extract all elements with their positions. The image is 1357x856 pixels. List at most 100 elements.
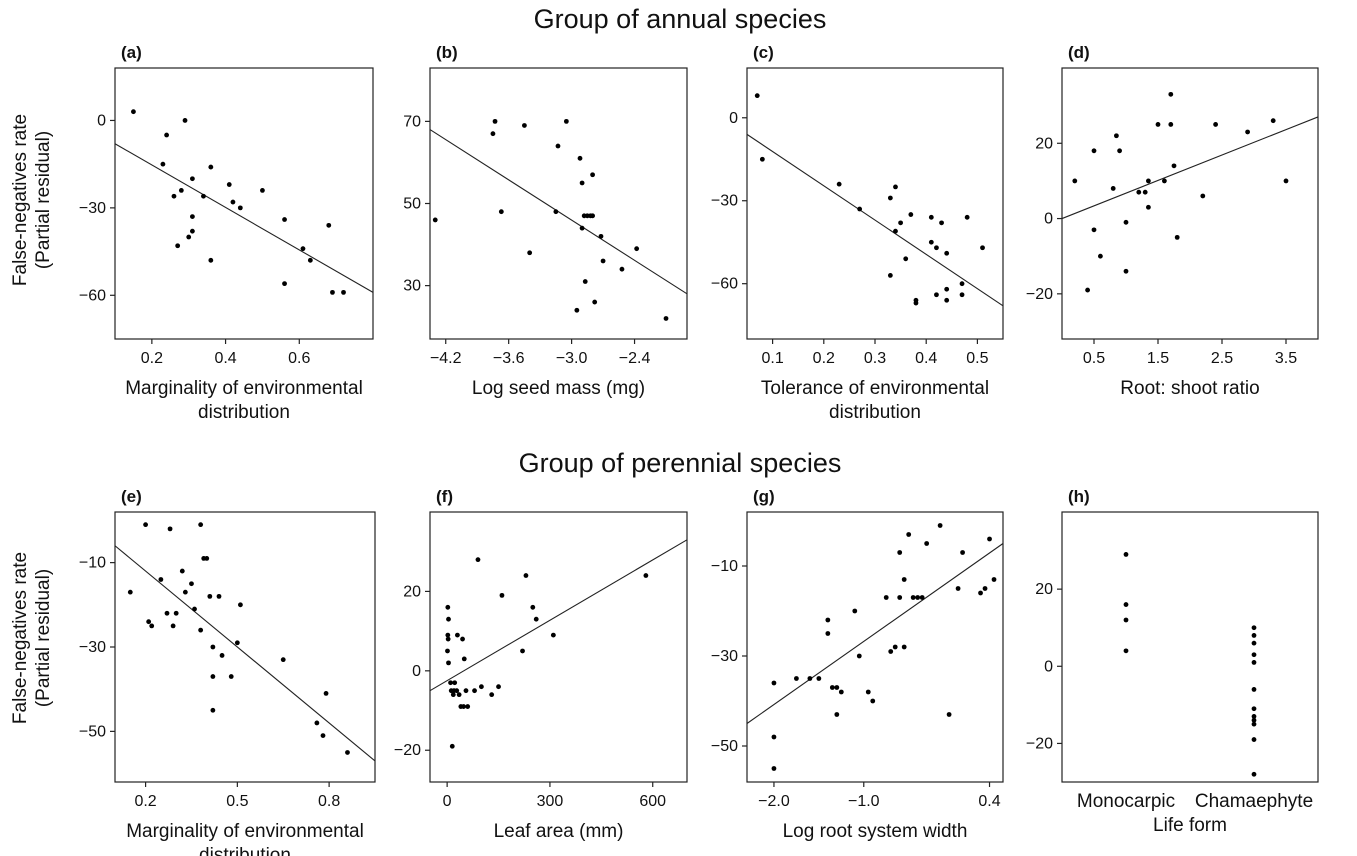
- panel-g-data-point: [772, 681, 777, 686]
- panel-b-data-point: [590, 213, 595, 218]
- panel-d-ytick-label: 0: [1044, 211, 1053, 228]
- panel-e-data-point: [210, 708, 215, 713]
- panel-a-data-point: [190, 176, 195, 181]
- panel-h-x-axis-label: Life form: [1153, 815, 1227, 836]
- panel-e-data-point: [146, 619, 151, 624]
- panel-b-data-point: [491, 131, 496, 136]
- panel-e-data-point: [198, 522, 203, 527]
- panel-g-x-axis-label: Log root system width: [783, 821, 968, 842]
- panel-e-letter: (e): [121, 487, 142, 506]
- panel-g-data-point: [866, 690, 871, 695]
- panel-c-data-point: [960, 281, 965, 286]
- panel-f-data-point: [476, 557, 481, 562]
- annual-group-title: Group of annual species: [534, 4, 827, 34]
- panel-b-data-point: [634, 246, 639, 251]
- panel-c-ytick-label: −30: [711, 193, 738, 210]
- panel-g-data-point: [902, 577, 907, 582]
- panel-d-data-point: [1146, 205, 1151, 210]
- panel-c-data-point: [980, 245, 985, 250]
- panel-d-data-point: [1162, 179, 1167, 184]
- panel-d-data-point: [1146, 179, 1151, 184]
- panel-c-data-point: [760, 157, 765, 162]
- panel-d-data-point: [1172, 163, 1177, 168]
- panel-d-data-point: [1213, 122, 1218, 127]
- panel-b-data-point: [664, 316, 669, 321]
- panel-g-data-point: [911, 595, 916, 600]
- panel-g-data-point: [825, 618, 830, 623]
- perennial-group-title: Group of perennial species: [519, 448, 842, 478]
- panel-d-xtick-label: 0.5: [1083, 350, 1105, 367]
- panel-c-xtick-label: 0.1: [761, 350, 783, 367]
- panel-e-data-point: [183, 590, 188, 595]
- panel-e-data-point: [198, 628, 203, 633]
- annual-y-axis-label-line1: False-negatives rate: [10, 114, 31, 286]
- panel-f-data-point: [460, 637, 465, 642]
- panel-g-ytick-label: −50: [711, 738, 738, 755]
- panel-g-data-point: [956, 586, 961, 591]
- panel-f-data-point: [479, 684, 484, 689]
- panel-g-data-point: [978, 591, 983, 596]
- panel-d-fit-line: [1062, 117, 1318, 219]
- panel-f-data-point: [472, 688, 477, 693]
- panel-c-ytick-label: 0: [729, 110, 738, 127]
- panel-g-data-point: [960, 550, 965, 555]
- panel-d-ytick-label: 20: [1035, 135, 1053, 152]
- panel-h-data-point: [1252, 633, 1257, 638]
- panel-f-data-point: [445, 605, 450, 610]
- panel-e-x-axis-label: Marginality of environmental: [126, 821, 364, 842]
- panel-g-data-point: [915, 595, 920, 600]
- panel-f-data-point: [465, 704, 470, 709]
- panel-f-data-point: [455, 633, 460, 638]
- panel-g-data-point: [839, 690, 844, 695]
- panel-f-fit-line: [430, 540, 687, 691]
- panel-b-frame: [430, 68, 687, 339]
- panel-c-data-point: [934, 292, 939, 297]
- panel-c-data-point: [893, 229, 898, 234]
- panel-f: (f)200−200 300 600Leaf area (mm): [394, 487, 687, 842]
- panel-b-xtick-label: −3.0: [556, 350, 588, 367]
- panel-a-data-point: [190, 229, 195, 234]
- panel-f-data-point: [530, 605, 535, 610]
- panel-h-frame: [1062, 512, 1318, 782]
- panel-d-xtick-label: 1.5: [1147, 350, 1169, 367]
- panel-g-data-point: [794, 676, 799, 681]
- panel-b-data-point: [580, 181, 585, 186]
- panel-d-letter: (d): [1068, 43, 1090, 62]
- panel-e-data-point: [321, 733, 326, 738]
- panel-a-data-point: [282, 281, 287, 286]
- panel-c-data-point: [965, 215, 970, 220]
- panel-f-data-point: [448, 680, 453, 685]
- panel-e-frame: [115, 512, 375, 782]
- panel-g-data-point: [825, 631, 830, 636]
- panel-b-data-point: [578, 156, 583, 161]
- panel-b-data-point: [499, 209, 504, 214]
- panel-b-x-axis-label: Log seed mass (mg): [472, 378, 645, 399]
- panel-b-data-point: [433, 218, 438, 223]
- panel-d-data-point: [1092, 227, 1097, 232]
- panel-b-ytick-label: 70: [403, 113, 421, 130]
- panel-b-fit-line: [430, 130, 687, 294]
- panel-g-data-point: [830, 685, 835, 690]
- panel-f-data-point: [464, 688, 469, 693]
- panel-f-x-axis-label: Leaf area (mm): [494, 821, 624, 842]
- panel-g-data-point: [888, 649, 893, 654]
- panel-b-data-point: [592, 300, 597, 305]
- panel-h-data-point: [1252, 737, 1257, 742]
- panel-e-data-point: [217, 594, 222, 599]
- panel-g-data-point: [893, 645, 898, 650]
- panel-g-data-point: [772, 735, 777, 740]
- perennial-y-axis-label-line2: (Partial residual): [33, 569, 54, 707]
- panel-e-xtick-label: 0.8: [318, 793, 340, 810]
- panel-h-category-label: Monocarpic: [1077, 791, 1175, 812]
- panel-c-data-point: [888, 196, 893, 201]
- panel-h-category-label: Chamaephyte: [1195, 791, 1313, 812]
- panel-b-xtick-label: −2.4: [619, 350, 651, 367]
- panel-a-frame: [115, 68, 373, 339]
- panel-d-data-point: [1200, 194, 1205, 199]
- panel-a-x-axis-label: distribution: [198, 402, 290, 423]
- panel-e-data-point: [314, 721, 319, 726]
- panel-b-data-point: [493, 119, 498, 124]
- panel-b-data-point: [580, 226, 585, 231]
- panel-g-data-point: [834, 712, 839, 717]
- panel-e-data-point: [238, 602, 243, 607]
